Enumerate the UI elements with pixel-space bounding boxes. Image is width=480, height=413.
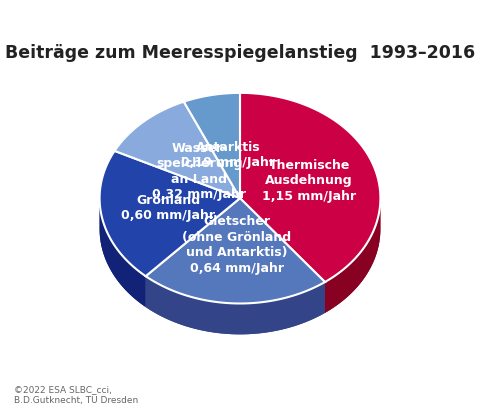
Text: Grönland
0,60 mm/Jahr: Grönland 0,60 mm/Jahr (121, 194, 215, 223)
Polygon shape (145, 276, 325, 335)
Text: Wasser-
speicherung
an Land
0,32 mm/Jahr: Wasser- speicherung an Land 0,32 mm/Jahr (153, 142, 246, 202)
Polygon shape (325, 199, 381, 313)
Polygon shape (145, 276, 325, 335)
Polygon shape (99, 199, 145, 307)
Text: ©2022 ESA SLBC_cci,
B.D.Gutknecht, TU Dresden: ©2022 ESA SLBC_cci, B.D.Gutknecht, TU Dr… (14, 385, 139, 405)
Polygon shape (99, 197, 145, 307)
Text: Antarktis
0,19 mm/Jahr: Antarktis 0,19 mm/Jahr (181, 141, 275, 169)
Polygon shape (115, 102, 240, 198)
Text: Beiträge zum Meeresspiegelanstieg  1993–2016: Beiträge zum Meeresspiegelanstieg 1993–2… (5, 44, 475, 62)
Text: Gletscher
(ohne Grönland
und Antarktis)
0,64 mm/Jahr: Gletscher (ohne Grönland und Antarktis) … (182, 216, 291, 275)
Polygon shape (325, 197, 381, 313)
Polygon shape (99, 151, 240, 276)
Polygon shape (240, 93, 381, 282)
Polygon shape (184, 93, 240, 198)
Polygon shape (145, 198, 325, 304)
Text: Thermische
Ausdehnung
1,15 mm/Jahr: Thermische Ausdehnung 1,15 mm/Jahr (262, 159, 356, 203)
